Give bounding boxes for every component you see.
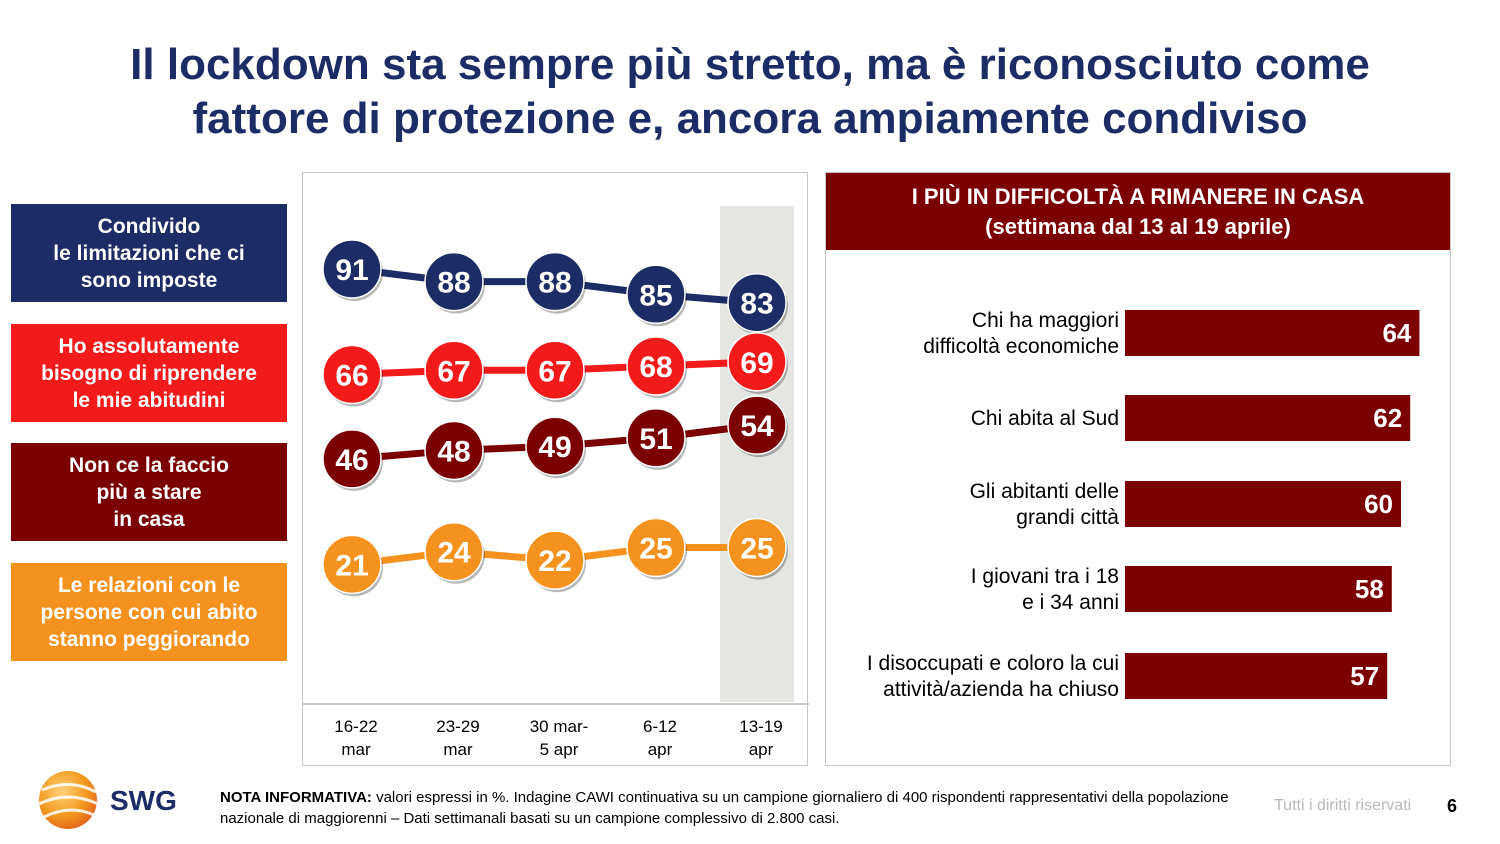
data-point xyxy=(525,251,585,312)
data-point xyxy=(322,344,382,405)
legend-item: Ho assolutamente bisogno di riprendere l… xyxy=(11,324,287,422)
x-tick-label: 6-12 apr xyxy=(643,717,677,759)
data-label: 67 xyxy=(538,355,571,388)
line-chart-panel: 16-22 mar 23-29 mar 30 mar-5 apr 6-12 apr 13-19… xyxy=(302,172,809,766)
bar xyxy=(1125,481,1401,527)
data-point xyxy=(626,408,686,468)
data-point xyxy=(727,272,787,333)
bar xyxy=(1125,395,1411,441)
bar-chart-panel: 64 Chi ha maggiori difficoltà economiche 62… xyxy=(825,172,1451,766)
data-point xyxy=(424,521,484,582)
bar-category-label: Chi abita al Sud xyxy=(971,407,1119,430)
bar-value-label: 64 xyxy=(1382,318,1411,348)
data-label: 49 xyxy=(538,431,571,464)
x-tick-label: 30 mar-5 apr xyxy=(530,717,589,759)
data-point xyxy=(424,251,484,312)
bar-value-label: 62 xyxy=(1373,403,1402,433)
data-label: 66 xyxy=(335,359,368,392)
title-line-1: Il lockdown sta sempre più stretto, ma è… xyxy=(130,40,1370,89)
data-point xyxy=(727,517,787,578)
bar xyxy=(1125,310,1420,356)
bar-category-label: Chi ha maggiori difficoltà economiche xyxy=(923,309,1119,358)
data-label: 21 xyxy=(335,549,368,582)
data-label: 88 xyxy=(437,267,470,300)
data-point xyxy=(727,332,787,392)
data-point xyxy=(322,534,382,595)
legend-item: Non ce la faccio più a stare in casa xyxy=(11,443,287,541)
line-chart: 16-22 mar 23-29 mar 30 mar-5 apr 6-12 apr 13-19… xyxy=(303,206,809,759)
x-tick-label: 23-29 mar xyxy=(436,717,479,759)
data-point xyxy=(626,517,686,578)
data-label: 67 xyxy=(437,355,470,388)
info-note: NOTA INFORMATIVA: valori espressi in %. … xyxy=(220,787,1240,829)
bar-value-label: 60 xyxy=(1364,489,1393,519)
legend-item: Condivido le limitazioni che ci sono imp… xyxy=(11,204,287,302)
data-point xyxy=(525,416,585,476)
data-label: 46 xyxy=(335,444,368,477)
data-point xyxy=(322,239,382,299)
bar-category-label: Gli abitanti delle grandi città xyxy=(970,480,1120,529)
page-title: Il lockdown sta sempre più stretto, ma è… xyxy=(0,38,1500,146)
bar-chart-subtitle: (settimana dal 13 al 19 aprile) xyxy=(985,213,1291,239)
bar-chart: 64 Chi ha maggiori difficoltà economiche 62… xyxy=(867,309,1420,701)
x-tick-label: 16-22 mar xyxy=(334,717,377,759)
swg-logo: SWG xyxy=(38,771,177,829)
data-point xyxy=(525,530,585,590)
data-label: 25 xyxy=(740,533,773,566)
data-label: 69 xyxy=(740,347,773,380)
data-label: 22 xyxy=(538,545,571,578)
data-label: 25 xyxy=(639,533,672,566)
data-point xyxy=(322,429,382,489)
data-point xyxy=(626,336,686,396)
bar-chart-header: I PIÙ IN DIFFICOLTÀ A RIMANERE IN CASA (… xyxy=(826,173,1450,250)
data-point xyxy=(727,395,787,455)
data-label: 24 xyxy=(437,537,471,570)
data-label: 91 xyxy=(335,254,368,287)
info-note-text: valori espressi in %. Indagine CAWI cont… xyxy=(220,789,1229,827)
data-point xyxy=(626,264,686,325)
data-point xyxy=(525,340,585,401)
title-line-2: fattore di protezione e, ancora ampiamen… xyxy=(192,94,1308,143)
bar-value-label: 57 xyxy=(1350,661,1379,691)
page-number: 6 xyxy=(1447,796,1458,816)
x-tick-label: 13-19 apr xyxy=(739,717,782,759)
info-note-label: NOTA INFORMATIVA: xyxy=(220,789,372,806)
data-point xyxy=(424,420,484,481)
bar xyxy=(1125,566,1392,612)
bar-chart-title: I PIÙ IN DIFFICOLTÀ A RIMANERE IN CASA xyxy=(911,183,1365,209)
data-label: 88 xyxy=(538,267,571,300)
data-label: 85 xyxy=(639,279,672,312)
legend-item: Le relazioni con le persone con cui abit… xyxy=(11,563,287,661)
bar xyxy=(1125,653,1388,699)
bar-category-label: I disoccupati e coloro la cui attività/az… xyxy=(867,652,1119,701)
data-label: 68 xyxy=(639,351,672,384)
rights-text: Tutti i diritti riservati xyxy=(1274,797,1412,814)
data-label: 83 xyxy=(740,288,773,321)
bar-category-label: I giovani tra i 18 e i 34 anni xyxy=(971,565,1119,614)
logo-text: SWG xyxy=(110,785,177,816)
data-label: 48 xyxy=(437,435,470,468)
data-point xyxy=(424,340,484,401)
bar-value-label: 58 xyxy=(1355,574,1384,604)
data-label: 54 xyxy=(740,410,774,443)
data-label: 51 xyxy=(639,423,672,456)
